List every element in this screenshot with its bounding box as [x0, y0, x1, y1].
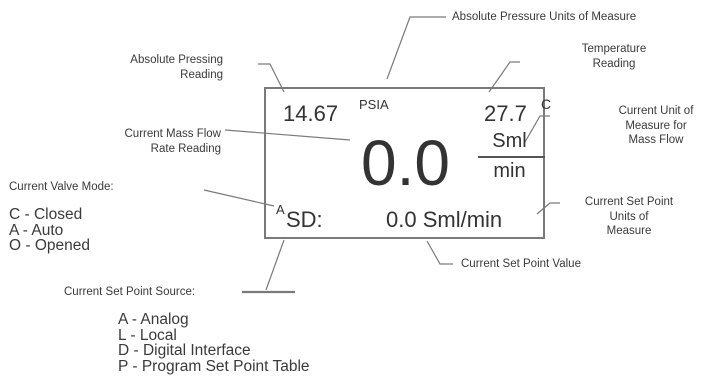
leader-setpoint-source-diag [265, 239, 285, 291]
leader-valve-mode [203, 189, 275, 207]
label-setpoint-units-line3: Measure [606, 225, 652, 237]
valve-mode-closed: C - Closed [9, 206, 83, 223]
valve-mode-auto: A - Auto [9, 221, 64, 239]
flow-unit-numerator: Sml [492, 130, 527, 152]
valve-mode-indicator: A [276, 202, 285, 217]
leader-mass-flow [224, 129, 351, 141]
label-unit-mass-flow-line2: Measure for [625, 119, 687, 132]
label-setpoint-source: Current Set Point Source: [64, 286, 196, 298]
leader-unit-mass-flow [524, 115, 550, 143]
label-temperature-reading: Temperature Reading [559, 42, 669, 71]
valve-mode-opened: O - Opened [9, 237, 90, 254]
label-valve-mode: Current Valve Mode: [9, 181, 114, 193]
leader-pressure-units [386, 16, 446, 80]
source-digital: D - Digital Interface [118, 342, 251, 359]
leader-pressing-reading [258, 63, 285, 93]
label-unit-mass-flow-line3: Mass Flow [628, 134, 684, 146]
setpoint-value: 0.0 Sml/min [386, 207, 503, 232]
label-pressing-reading-line1: Absolute Pressing [130, 54, 223, 66]
source-analog: A - Analog [118, 311, 189, 328]
pressure-unit: PSIA [359, 97, 389, 112]
pressure-reading: 14.67 [283, 101, 339, 126]
setpoint-source-legend: A - Analog L - Local D - Digital Interfa… [118, 312, 310, 374]
label-mass-flow-line1: Current Mass Flow [124, 128, 222, 140]
setpoint-source-indicator: SD: [286, 207, 323, 232]
label-setpoint-units: Current Set Point Units of Measure [568, 195, 690, 239]
label-setpoint-value: Current Set Point Value [461, 258, 581, 270]
label-pressing-reading: Absolute Pressing Reading [130, 53, 223, 82]
label-unit-mass-flow-line1: Current Unit of [618, 105, 694, 117]
valve-mode-legend: C - Closed A - Auto O - Opened [9, 207, 90, 254]
label-mass-flow-line2: Rate Reading [150, 142, 221, 155]
label-pressure-units: Absolute Pressure Units of Measure [452, 11, 637, 23]
label-temperature-line2: Reading [592, 57, 636, 70]
mass-flow-reading: 0.0 [361, 127, 450, 199]
temperature-reading: 27.7 [484, 101, 527, 126]
leader-setpoint-value [426, 240, 453, 265]
flow-unit-denominator: min [493, 160, 526, 182]
leader-temperature [488, 61, 520, 93]
label-mass-flow-rate: Current Mass Flow Rate Reading [125, 127, 222, 156]
leader-setpoint-units [536, 202, 560, 215]
label-pressing-reading-line2: Reading [180, 68, 223, 81]
label-setpoint-units-line1: Current Set Point [584, 196, 674, 208]
label-unit-mass-flow: Current Unit of Measure for Mass Flow [602, 104, 710, 148]
display-screen [264, 87, 545, 239]
source-program-table: P - Program Set Point Table [118, 357, 310, 375]
temperature-unit: C [541, 96, 552, 112]
flow-unit-divider [478, 156, 545, 158]
label-temperature-line1: Temperature [581, 43, 647, 55]
source-local: L - Local [118, 326, 177, 344]
label-setpoint-units-line2: Units of [609, 210, 649, 223]
